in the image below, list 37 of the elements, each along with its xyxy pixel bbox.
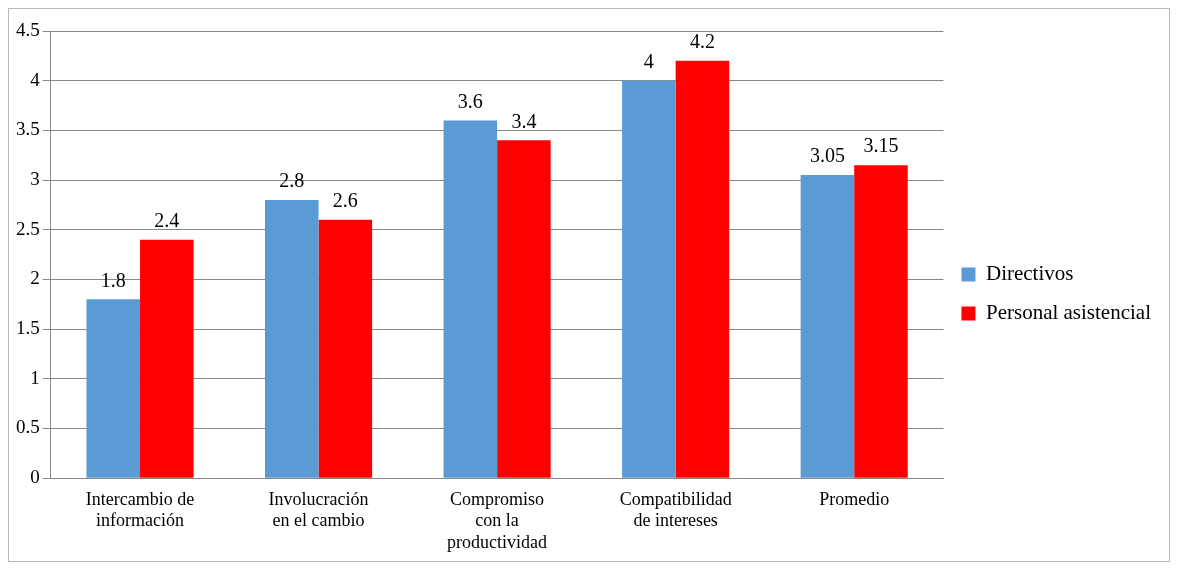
data-label: 2.4 [154, 208, 180, 231]
y-tick-label: 2 [30, 267, 40, 289]
x-tick-label: Compromiso con la productividad [447, 488, 548, 552]
bar [265, 199, 319, 478]
legend-label: Directivos [985, 261, 1074, 286]
data-label: 2.6 [332, 189, 358, 212]
data-label: 1.8 [100, 268, 126, 291]
data-label: 3.15 [863, 134, 899, 157]
y-tick-label: 0.5 [16, 416, 40, 438]
y-tick-label: 2.5 [16, 217, 40, 239]
data-label: 4.2 [689, 30, 715, 53]
legend-label: Personal asistencial [985, 300, 1152, 325]
data-label: 3.05 [809, 144, 845, 167]
x-tick-label: Compatibilidad de intereses [619, 488, 732, 531]
data-label: 3.4 [511, 109, 537, 132]
data-label: 4 [643, 49, 654, 72]
bar [318, 219, 373, 478]
bar [140, 239, 194, 478]
y-tick-label: 1 [30, 366, 40, 388]
bar [675, 60, 730, 478]
y-tick-label: 3.5 [16, 118, 40, 140]
bar [86, 299, 141, 478]
data-label: 3.6 [457, 89, 483, 112]
y-tick-label: 1.5 [16, 317, 40, 339]
data-label: 2.8 [279, 169, 305, 192]
x-tick-label: Intercambio de información [85, 488, 195, 531]
bar [854, 165, 908, 478]
bar [443, 120, 498, 478]
bar [622, 80, 676, 478]
y-tick-label: 4.5 [16, 18, 40, 40]
x-tick-label: Promedio [819, 488, 890, 509]
bar [497, 140, 551, 478]
x-tick-label: Involucración en el cambio [268, 488, 369, 531]
bar [800, 175, 855, 478]
y-tick-label: 3 [30, 168, 40, 190]
y-tick-label: 4 [30, 68, 41, 90]
y-tick-label: 0 [30, 466, 40, 488]
